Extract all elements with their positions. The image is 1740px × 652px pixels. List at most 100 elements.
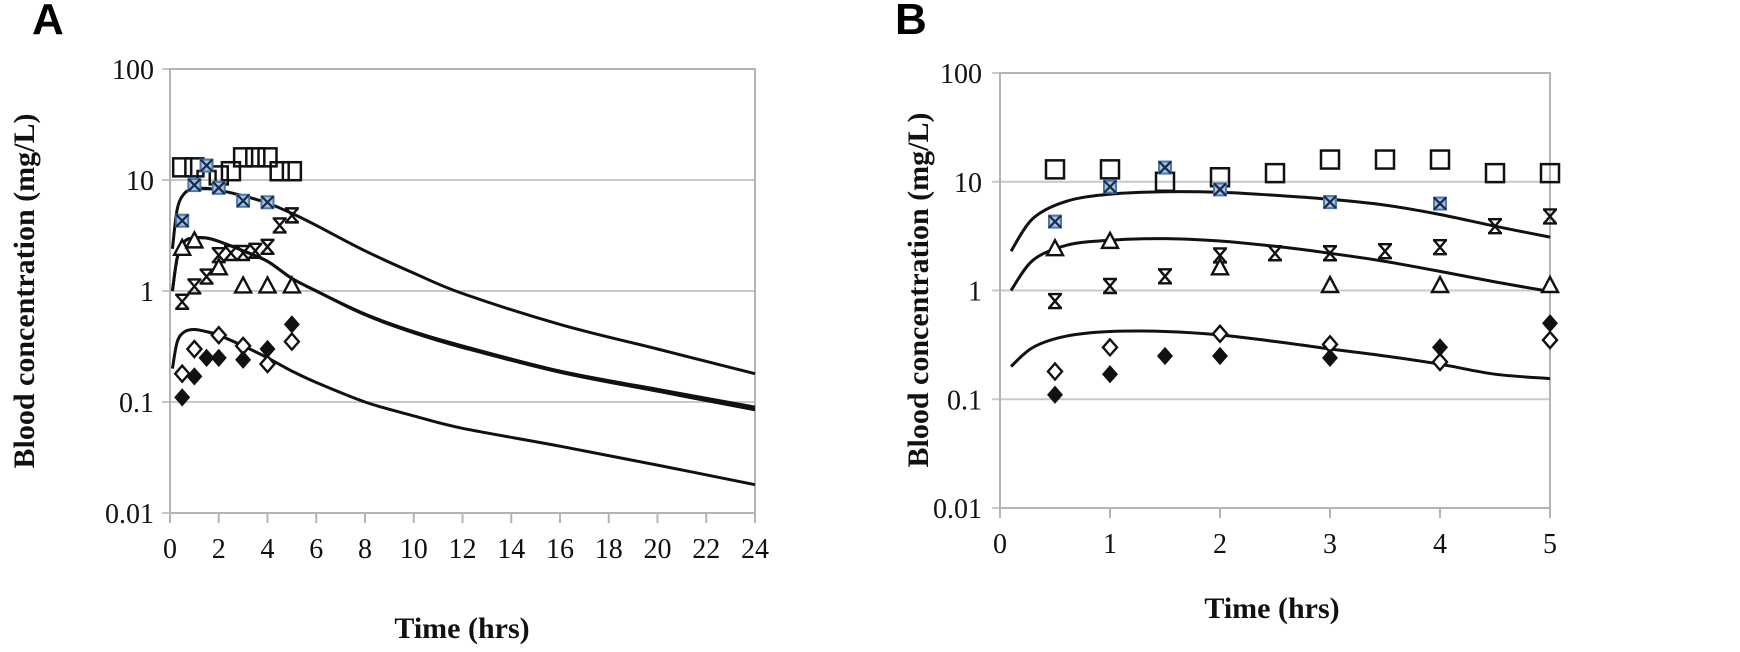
open-diamond-marker — [185, 339, 203, 359]
data-point-crossed-square — [1158, 160, 1172, 175]
y-tick-labels: 100 10 1 0.1 0.01 — [933, 59, 982, 525]
triangle-marker — [208, 256, 229, 276]
square-marker — [1044, 159, 1066, 180]
square-marker — [1099, 159, 1121, 180]
data-point-crossed-square — [1103, 179, 1117, 194]
data-point-filled-diamond — [1047, 385, 1063, 404]
triangle-marker — [1320, 274, 1340, 294]
asterisk-marker — [1213, 247, 1227, 264]
triangle-marker — [1540, 274, 1560, 294]
x-tick-label: 24 — [741, 534, 769, 565]
data-point-crossed-square — [1213, 182, 1227, 197]
data-point-asterisk — [260, 238, 275, 256]
x-tick-label: 2 — [1213, 529, 1227, 560]
data-point-open-diamond — [210, 325, 228, 345]
asterisk-marker — [1158, 268, 1172, 285]
open-diamond-marker — [258, 354, 277, 374]
x-tick-label: 14 — [497, 534, 525, 565]
asterisk-marker — [223, 244, 238, 262]
data-point-asterisk — [199, 268, 214, 285]
data-point-open-square — [1374, 149, 1396, 170]
square-marker — [232, 147, 254, 168]
filled-diamond-marker — [1542, 314, 1558, 333]
gridlines — [992, 72, 1550, 509]
curve-model-mid-1 — [170, 236, 756, 409]
data-point-open-square — [171, 157, 193, 178]
square-marker — [1484, 162, 1506, 184]
open-diamond-marker — [173, 363, 191, 384]
data-point-filled-diamond — [174, 388, 191, 407]
x-tick-label: 20 — [644, 534, 672, 565]
data-point-asterisk — [175, 293, 190, 310]
filled-diamond-marker — [198, 348, 215, 367]
series-open-triangle — [1045, 230, 1560, 294]
series-asterisk — [175, 207, 299, 310]
x-tick-label: 4 — [261, 534, 275, 565]
asterisk-marker — [1378, 242, 1392, 260]
square-marker — [1539, 162, 1561, 184]
data-point-crossed-square — [211, 180, 226, 195]
data-point-open-square — [1044, 159, 1066, 180]
series-crossed-square — [1048, 160, 1447, 229]
cross-mark — [236, 193, 250, 208]
data-point-filled-diamond — [1432, 338, 1448, 357]
filled-diamond-marker — [1212, 346, 1228, 366]
data-point-filled-diamond — [1322, 348, 1338, 368]
x-tick-label: 5 — [1543, 529, 1557, 560]
cross-mark — [260, 195, 275, 210]
data-point-filled-diamond — [198, 348, 215, 367]
series-asterisk — [1048, 208, 1557, 310]
square-marker — [281, 160, 303, 182]
data-point-open-square — [1264, 162, 1286, 184]
x-tick-label: 16 — [546, 534, 574, 565]
data-point-open-square — [1539, 162, 1561, 184]
data-point-open-diamond — [1046, 361, 1064, 382]
curve-model-low — [170, 327, 756, 487]
asterisk-marker — [236, 244, 251, 262]
data-point-crossed-square — [1433, 196, 1447, 211]
asterisk-marker — [1433, 239, 1447, 256]
data-point-open-triangle — [1210, 256, 1230, 276]
x-tick-label: 4 — [1433, 529, 1447, 560]
data-point-filled-diamond — [235, 350, 252, 369]
x-tick-label: 10 — [400, 534, 428, 565]
curve-model-mid — [1009, 237, 1551, 293]
x-tick-label: 3 — [1323, 529, 1337, 560]
y-tick-label: 10 — [954, 168, 982, 199]
filled-diamond-marker — [210, 348, 227, 367]
asterisk-marker — [1048, 292, 1062, 310]
data-point-asterisk — [1543, 208, 1557, 225]
data-point-crossed-square — [1323, 195, 1337, 210]
triangle-marker — [281, 274, 302, 294]
filled-diamond-marker — [1322, 348, 1338, 368]
data-point-asterisk — [211, 247, 226, 264]
x-tick-label: 8 — [358, 534, 372, 565]
data-point-open-diamond — [258, 354, 277, 374]
triangle-marker — [1210, 256, 1230, 276]
data-point-asterisk — [284, 207, 299, 224]
data-point-filled-diamond — [1102, 365, 1118, 384]
curve-model-high — [1009, 190, 1551, 253]
asterisk-marker — [175, 293, 190, 310]
data-point-open-square — [1319, 149, 1341, 170]
series-open-triangle — [172, 229, 302, 294]
square-marker — [245, 147, 266, 168]
data-point-asterisk — [272, 217, 287, 234]
x-tick-label: 0 — [993, 529, 1007, 560]
open-diamond-marker — [1211, 323, 1229, 344]
data-point-asterisk — [1323, 245, 1337, 262]
data-point-asterisk — [1268, 245, 1282, 262]
cross-mark — [187, 178, 202, 192]
data-point-open-square — [232, 147, 254, 168]
y-tick-label: 0.1 — [947, 385, 982, 416]
square-marker — [1429, 149, 1451, 170]
data-point-crossed-square — [1048, 214, 1062, 229]
asterisk-marker — [211, 247, 226, 264]
data-point-open-diamond — [1101, 337, 1119, 358]
data-point-asterisk — [1158, 268, 1172, 285]
filled-diamond-marker — [283, 315, 300, 334]
filled-diamond-marker — [174, 388, 191, 407]
asterisk-marker — [1103, 277, 1117, 295]
data-point-asterisk — [1433, 239, 1447, 256]
